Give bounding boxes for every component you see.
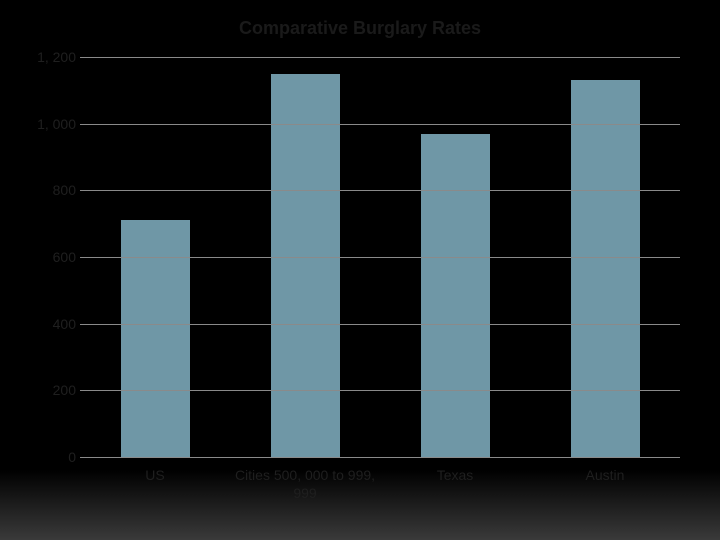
gridline xyxy=(80,124,680,125)
y-tick-label: 1, 200 xyxy=(30,49,76,65)
bar xyxy=(121,220,190,457)
y-tick-label: 400 xyxy=(30,316,76,332)
slide: Comparative Burglary Rates USCities 500,… xyxy=(0,0,720,540)
gridline xyxy=(80,257,680,258)
gridline xyxy=(80,57,680,58)
bar xyxy=(271,74,340,457)
gridline xyxy=(80,457,680,458)
y-tick-label: 600 xyxy=(30,249,76,265)
gridline xyxy=(80,390,680,391)
gridline xyxy=(80,324,680,325)
x-tick-label: Cities 500, 000 to 999, 999 xyxy=(230,461,380,511)
gridline xyxy=(80,190,680,191)
chart-title: Comparative Burglary Rates xyxy=(30,18,690,39)
y-tick-label: 200 xyxy=(30,382,76,398)
x-tick-label: Austin xyxy=(530,461,680,511)
bar xyxy=(571,80,640,457)
y-tick-label: 0 xyxy=(30,449,76,465)
x-axis-labels: USCities 500, 000 to 999, 999TexasAustin xyxy=(80,461,680,511)
y-tick-label: 1, 000 xyxy=(30,116,76,132)
x-tick-label: US xyxy=(80,461,230,511)
plot-area xyxy=(80,57,680,457)
x-tick-label: Texas xyxy=(380,461,530,511)
chart: USCities 500, 000 to 999, 999TexasAustin… xyxy=(30,51,690,511)
bar xyxy=(421,134,490,457)
y-tick-label: 800 xyxy=(30,182,76,198)
